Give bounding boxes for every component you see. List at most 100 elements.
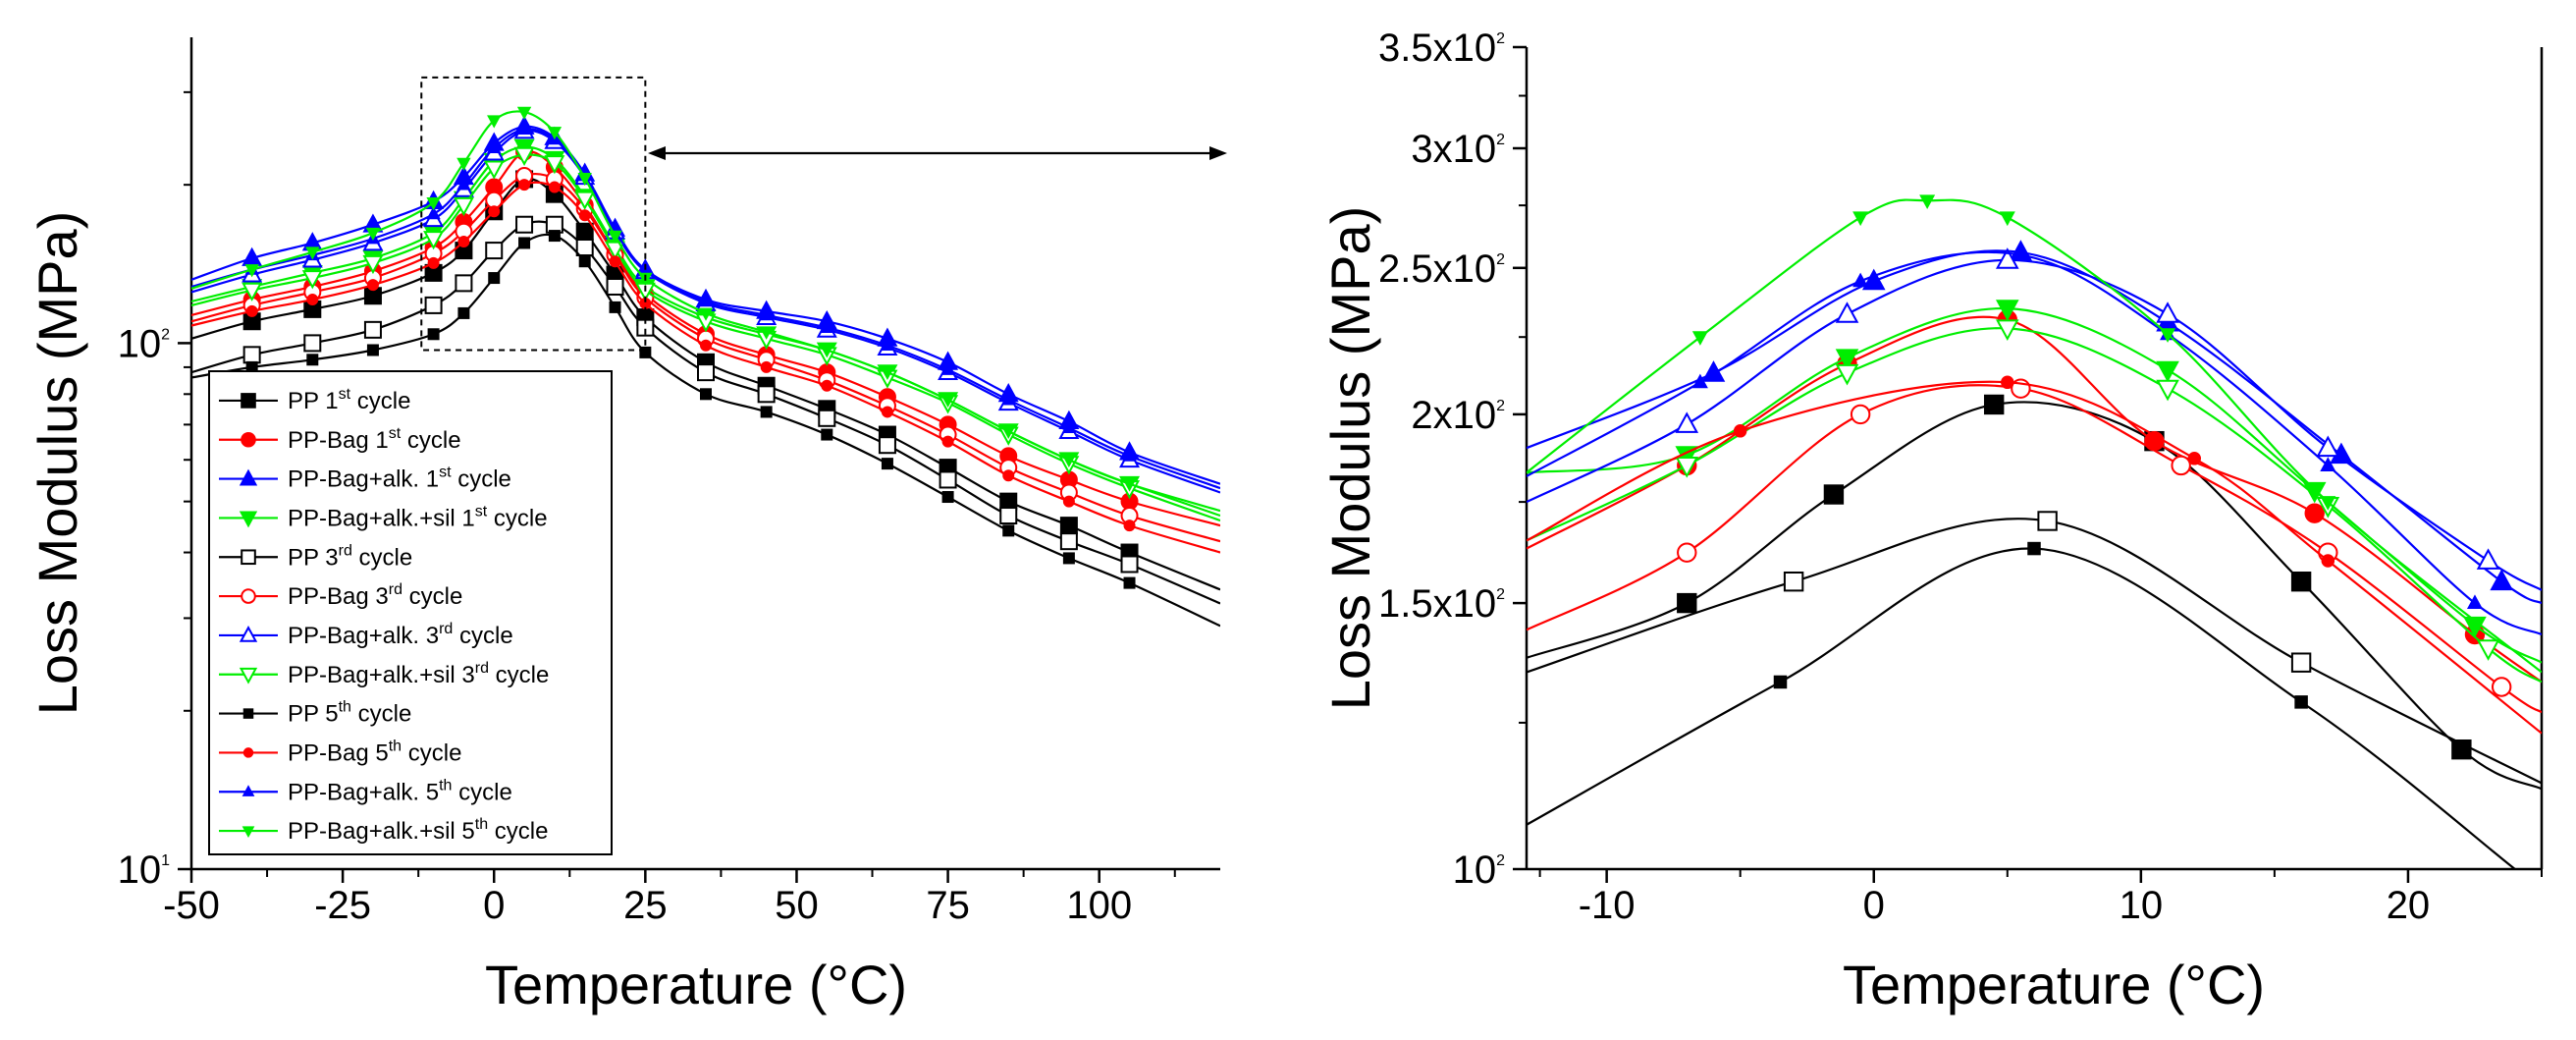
data-point xyxy=(1059,517,1078,535)
data-point xyxy=(516,106,532,120)
data-point xyxy=(1059,532,1078,551)
data-point xyxy=(578,209,591,222)
data-point xyxy=(2012,246,2029,261)
x-axis-title: Temperature (°C) xyxy=(485,954,907,1015)
data-point xyxy=(1835,349,1859,370)
data-point xyxy=(457,235,470,247)
series-pp-bag-alk-3rd-cycle xyxy=(1527,247,2542,591)
data-point xyxy=(606,277,624,296)
series-line xyxy=(1527,401,2542,791)
x-tick-label: 0 xyxy=(483,884,505,927)
data-point xyxy=(548,230,561,243)
legend-marker xyxy=(241,588,256,604)
data-point xyxy=(2187,452,2202,465)
x-tick-label: 50 xyxy=(775,884,819,927)
x-tick-label: 75 xyxy=(926,884,970,927)
y-tick-label: 2x102 xyxy=(1411,394,1505,437)
data-point xyxy=(1852,211,1869,227)
data-point xyxy=(639,346,652,358)
series-line xyxy=(1527,315,2542,684)
x-tick-label: -50 xyxy=(163,884,220,927)
data-point xyxy=(881,458,893,470)
data-point xyxy=(1835,363,1859,386)
data-point xyxy=(2027,541,2041,556)
data-point xyxy=(577,172,592,187)
data-point xyxy=(548,181,561,193)
data-point xyxy=(759,326,774,340)
data-point xyxy=(426,196,441,211)
data-point xyxy=(940,394,955,409)
legend-item: PP-Bag+alk.+sil 5th cycle xyxy=(219,816,548,845)
legend-label: PP-Bag+alk. 1st cycle xyxy=(288,465,511,493)
data-point xyxy=(2294,695,2308,709)
legend-marker xyxy=(241,549,256,566)
data-point xyxy=(2320,496,2336,511)
data-point xyxy=(880,366,895,380)
data-point xyxy=(1773,675,1788,689)
x-tick-label: 10 xyxy=(2120,884,2164,927)
legend-label: PP 1st cycle xyxy=(288,386,410,414)
data-point xyxy=(880,337,895,352)
data-point xyxy=(881,406,893,418)
data-point xyxy=(2156,379,2179,402)
data-point xyxy=(1999,211,2015,227)
zoom-region-box xyxy=(420,76,647,352)
legend-item: PP-Bag+alk.+sil 3rd cycle xyxy=(219,660,549,688)
data-point xyxy=(759,307,774,321)
data-point xyxy=(366,279,379,292)
data-point xyxy=(1062,495,1075,508)
data-point xyxy=(878,436,896,455)
series-pp-1st-cycle xyxy=(1527,394,2542,791)
series-line xyxy=(1527,327,2542,684)
data-point xyxy=(818,409,836,427)
data-point xyxy=(306,354,319,366)
data-point xyxy=(456,177,471,191)
legend-label: PP-Bag 1st cycle xyxy=(288,425,461,454)
data-point xyxy=(1835,301,1859,323)
data-point xyxy=(483,160,505,180)
data-point xyxy=(1823,484,1845,505)
data-point xyxy=(2321,554,2335,568)
data-point xyxy=(820,345,834,358)
left-chart-panel: -50 -25 0 25 50 75 100 101 102 Temperature (°C) Lo… xyxy=(27,37,1227,1015)
data-point xyxy=(363,320,382,339)
legend-label: PP-Bag 5th cycle xyxy=(288,738,461,766)
data-point xyxy=(2304,503,2325,523)
data-point xyxy=(1001,392,1016,406)
data-point xyxy=(1675,457,1699,478)
data-point xyxy=(2171,455,2191,476)
data-point xyxy=(423,231,445,250)
legend-item: PP 3rd cycle xyxy=(219,542,412,571)
data-point xyxy=(941,491,954,504)
data-point xyxy=(547,127,563,140)
data-point xyxy=(544,155,565,175)
legend-label: PP-Bag+alk.+sil 5th cycle xyxy=(288,816,548,845)
data-point xyxy=(487,139,502,153)
data-point xyxy=(362,254,384,275)
data-point xyxy=(820,319,834,333)
data-point xyxy=(456,157,471,171)
series-line xyxy=(1527,547,2516,869)
legend-item: PP-Bag 5th cycle xyxy=(219,738,461,766)
y-axis-title: Loss Modulus (MPa) xyxy=(27,211,88,716)
x-tick-label: 25 xyxy=(623,884,668,927)
data-point xyxy=(1995,319,2019,342)
y-tick-label: 3x102 xyxy=(1411,128,1505,171)
y-axis-title: Loss Modulus (MPa) xyxy=(1319,206,1381,711)
data-point xyxy=(518,179,531,192)
data-point xyxy=(242,346,261,364)
data-point xyxy=(518,237,531,249)
series-pp-bag-alk-sil-5th-cycle xyxy=(1527,194,2542,674)
data-point xyxy=(757,385,776,404)
data-point xyxy=(306,294,319,306)
legend-marker xyxy=(241,431,256,448)
data-point xyxy=(1061,454,1077,468)
data-point xyxy=(427,256,440,269)
left-axes: -50 -25 0 25 50 75 100 101 102 xyxy=(118,37,1220,927)
data-point xyxy=(574,191,596,210)
data-point xyxy=(305,246,320,260)
data-point xyxy=(2490,569,2513,591)
x-axis-title: Temperature (°C) xyxy=(1843,954,2265,1015)
data-point xyxy=(1861,268,1886,291)
